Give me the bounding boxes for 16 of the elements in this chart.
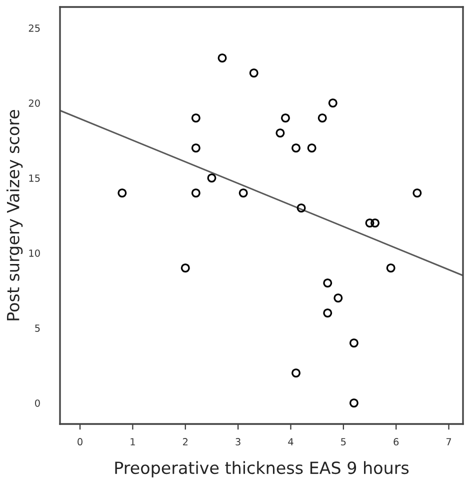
y-tick-label: 10 (29, 249, 40, 257)
x-tick-label: 1 (130, 438, 135, 446)
y-tick-label: 25 (28, 24, 40, 32)
y-tick-label: 5 (35, 324, 40, 332)
y-tick-label: 0 (35, 399, 40, 407)
x-tick-label: 2 (182, 438, 188, 446)
x-tick-label: 0 (78, 438, 82, 446)
x-tick-label: 4 (288, 438, 294, 446)
x-axis-title: Preoperative thickness EAS 9 hours (115, 461, 409, 478)
x-tick-label: 6 (394, 438, 399, 446)
x-tick-label: 3 (236, 438, 240, 446)
y-tick-label: 20 (28, 99, 40, 107)
x-tick-label: 5 (341, 438, 346, 446)
y-tick-label: 15 (29, 174, 40, 182)
y-axis-title: Post surgery Vaizey score (6, 110, 23, 320)
x-tick-label: 7 (446, 438, 452, 446)
